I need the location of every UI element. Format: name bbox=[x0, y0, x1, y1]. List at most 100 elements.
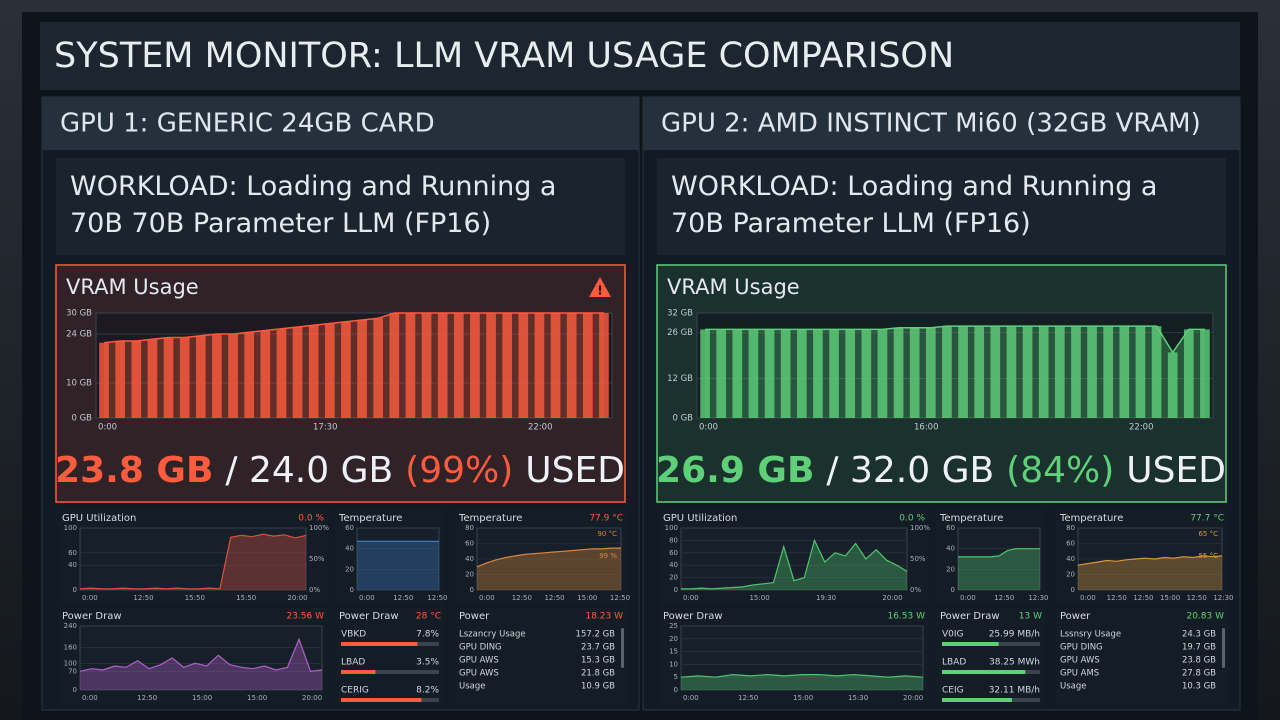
row-label: LBAD bbox=[341, 658, 365, 668]
vram-bar bbox=[732, 329, 743, 418]
mini-reading: 13 W bbox=[1019, 612, 1042, 622]
x-tick-label: 20:00 bbox=[302, 694, 322, 702]
readout-suffix: USED bbox=[525, 450, 625, 491]
vram-bar bbox=[1135, 326, 1146, 418]
x-tick-label: 0:00 bbox=[359, 594, 375, 602]
y-tick-label: 160 bbox=[64, 643, 77, 651]
vram-bar bbox=[925, 327, 936, 418]
mini-title: Temperature bbox=[939, 513, 1003, 524]
y-tick-label: 80 bbox=[1066, 524, 1075, 532]
vram-bar bbox=[1183, 329, 1194, 418]
scrollbar bbox=[621, 628, 624, 668]
y-tick-label: 0 bbox=[73, 586, 77, 594]
y-tick-label: 5 bbox=[674, 673, 678, 681]
mini-title: Power Draw bbox=[940, 611, 1000, 622]
series-line bbox=[79, 637, 323, 672]
plot-area bbox=[680, 625, 924, 691]
table-key: Lssnsry Usage bbox=[1060, 630, 1121, 640]
x-tick-label: 20:00 bbox=[903, 694, 923, 702]
plot-area bbox=[957, 527, 1041, 591]
y-tick-label: 20 bbox=[1066, 571, 1075, 579]
series-line bbox=[1077, 555, 1223, 566]
series-area bbox=[958, 548, 1040, 590]
y-tick-label: 100 bbox=[64, 524, 77, 532]
x-tick-label: 12:50 bbox=[994, 594, 1014, 602]
side-label: 99 % bbox=[599, 552, 617, 560]
bar bbox=[341, 698, 422, 702]
y2-tick-label: 100% bbox=[309, 524, 329, 532]
y2-tick-label: 100% bbox=[910, 524, 930, 532]
y-tick-label: 40 bbox=[946, 545, 955, 553]
mini-title: Temperature bbox=[458, 513, 522, 524]
title-bar bbox=[40, 22, 1240, 90]
page-title: SYSTEM MONITOR: LLM VRAM USAGE COMPARISO… bbox=[54, 36, 954, 76]
bar bbox=[942, 642, 999, 646]
vram-bar bbox=[780, 329, 791, 418]
bar bbox=[341, 642, 418, 646]
y-tick-label: 20 bbox=[669, 574, 678, 582]
panel-header bbox=[42, 97, 639, 150]
x-tick-label: 12:50 bbox=[1107, 594, 1127, 602]
row-value: 32.11 MB/h bbox=[989, 686, 1040, 696]
y-tick-label: 40 bbox=[669, 561, 678, 569]
vram-bar bbox=[550, 313, 561, 418]
x-tick-label: 15:30 bbox=[848, 694, 868, 702]
vram-bar bbox=[1054, 326, 1065, 418]
x-tick-label: 15:00 bbox=[247, 694, 267, 702]
x-tick-label: 12:50 bbox=[738, 694, 758, 702]
vram-bar bbox=[990, 326, 1001, 418]
vram-bar bbox=[131, 341, 142, 418]
x-tick-label: 12:30 bbox=[1213, 594, 1233, 602]
x-tick-label: 22:00 bbox=[1129, 423, 1154, 433]
readout-total: / 32.0 GB bbox=[826, 450, 994, 491]
x-tick-label: 0:00 bbox=[479, 594, 495, 602]
vram-bar bbox=[974, 326, 985, 418]
vram-bar bbox=[845, 329, 856, 418]
y-tick-label: 40 bbox=[1066, 555, 1075, 563]
y-tick-label: 0 bbox=[470, 586, 474, 594]
table-key: GPU AWS bbox=[1060, 656, 1100, 666]
mini-title: Power Draw bbox=[62, 611, 122, 622]
y-tick-label: 0 GB bbox=[672, 414, 693, 424]
mini-title: Power Draw bbox=[339, 611, 399, 622]
row-value: 25.99 MB/h bbox=[989, 630, 1040, 640]
vram-bar bbox=[518, 313, 529, 418]
mini-title: Temperature bbox=[1059, 513, 1123, 524]
vram-bar bbox=[212, 334, 222, 418]
y-tick-label: 70 bbox=[68, 667, 77, 675]
vram-bar bbox=[534, 313, 545, 418]
y-tick-label: 10 bbox=[669, 660, 678, 668]
table-value: 10.9 GB bbox=[581, 682, 615, 692]
row-value: 38.25 MWh bbox=[989, 658, 1040, 668]
vram-bar bbox=[796, 329, 807, 418]
table-value: 157.2 GB bbox=[576, 630, 616, 640]
vram-bar bbox=[437, 313, 448, 418]
table-value: 10.3 GB bbox=[1182, 682, 1216, 692]
y2-tick-label: 50% bbox=[309, 555, 325, 563]
y-tick-label: 26 GB bbox=[667, 328, 693, 338]
vram-bar bbox=[716, 329, 727, 418]
readout-percent: (99%) bbox=[405, 450, 513, 491]
vram-bar bbox=[566, 313, 577, 418]
y-tick-label: 10 GB bbox=[66, 379, 92, 389]
vram-bar bbox=[292, 327, 303, 418]
vram-bar bbox=[357, 320, 367, 418]
mini-reading: 20.83 W bbox=[1186, 612, 1224, 622]
x-tick-label: 12:50 bbox=[610, 594, 630, 602]
vram-bar bbox=[1151, 326, 1162, 418]
x-tick-label: 12:50 bbox=[393, 594, 413, 602]
series-area bbox=[681, 540, 907, 590]
vram-bar bbox=[373, 318, 384, 418]
vram-bar bbox=[1119, 326, 1130, 418]
y-tick-label: 15 bbox=[669, 648, 678, 656]
vram-bar bbox=[909, 327, 920, 418]
mini-panel bbox=[936, 608, 1046, 706]
mini-title: Power Draw bbox=[663, 611, 723, 622]
y-tick-label: 20 bbox=[946, 565, 955, 573]
readout-percent: (84%) bbox=[1006, 450, 1114, 491]
mini-reading: 16.53 W bbox=[887, 612, 925, 622]
side-label: 90 °C bbox=[597, 530, 617, 538]
row-label: CEIG bbox=[942, 686, 964, 696]
plot-area bbox=[79, 527, 307, 591]
vram-bar bbox=[389, 313, 400, 418]
